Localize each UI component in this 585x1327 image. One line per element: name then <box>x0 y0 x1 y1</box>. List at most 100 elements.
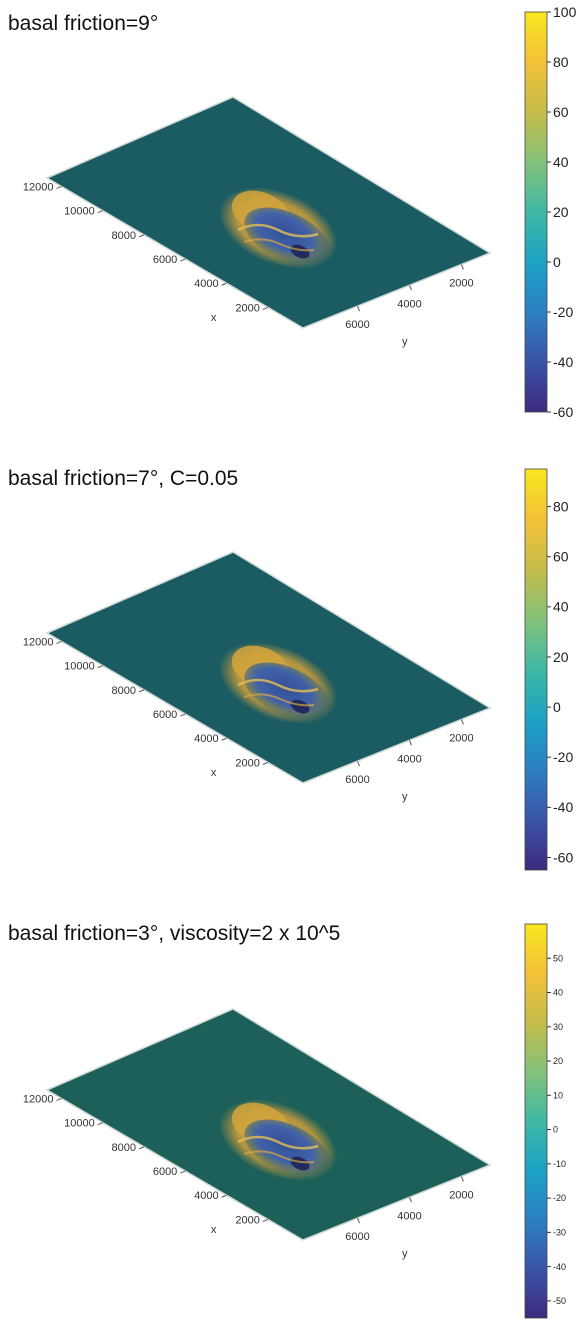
anomaly-streak <box>243 238 315 252</box>
y-tick-label: 2000 <box>449 1189 473 1201</box>
y-tick-label: 6000 <box>345 774 369 786</box>
colorbar-tick-label: 80 <box>553 54 569 70</box>
x-tick-mark <box>262 761 269 765</box>
colorbar-tick-label: 20 <box>553 1056 563 1066</box>
chart-title: basal friction=3°, viscosity=2 x 10^5 <box>8 922 341 945</box>
anomaly-streak <box>237 678 319 693</box>
x-tick-mark <box>180 1170 186 1174</box>
x-tick-label: 6000 <box>153 709 177 721</box>
chart-plot-area: 12000 10000 8000 6000 4000 2000 x 2000 4000 6000 y… <box>23 4 577 420</box>
x-axis-label: x <box>211 1224 217 1236</box>
x-tick-label: 10000 <box>64 661 95 673</box>
colorbar-tick-label: 0 <box>553 1125 558 1135</box>
y-axis-label: y <box>402 791 408 803</box>
y-tick-mark <box>460 1176 464 1182</box>
x-tick-label: 12000 <box>23 181 54 193</box>
colorbar-tick-label: -60 <box>553 849 573 865</box>
x-tick-label: 8000 <box>112 230 136 242</box>
y-tick-mark <box>357 760 361 767</box>
x-tick-label: 6000 <box>153 1166 177 1178</box>
y-tick-mark <box>460 264 464 270</box>
colorbar-tick-label: -20 <box>553 304 573 320</box>
colorbar-tick-label: -40 <box>553 1262 566 1272</box>
y-tick-label: 4000 <box>397 753 421 765</box>
chart-title: basal friction=9° <box>8 12 159 35</box>
x-tick-label: 4000 <box>194 1190 218 1202</box>
x-axis-label: x <box>211 767 217 779</box>
colorbar-tick-label: 30 <box>553 1022 563 1032</box>
x-tick-mark <box>97 210 103 214</box>
colorbar-tick-label: -40 <box>553 799 573 815</box>
anomaly-streak <box>237 1135 319 1150</box>
colorbar <box>524 468 548 871</box>
x-tick-mark <box>180 713 186 717</box>
x-tick-mark <box>97 665 103 669</box>
colorbar-tick-label: 10 <box>553 1090 563 1100</box>
chart-panel-2: basal friction=7°, C=0.05 12000 10000 8000… <box>0 455 585 895</box>
colorbar-tick-label: -40 <box>553 354 573 370</box>
x-tick-label: 4000 <box>194 733 218 745</box>
y-tick-label: 4000 <box>397 1210 421 1222</box>
colorbar-tick-label: -20 <box>553 1193 566 1203</box>
x-tick-label: 2000 <box>235 757 259 769</box>
anomaly-streak <box>237 223 319 238</box>
x-tick-label: 12000 <box>23 1093 54 1105</box>
colorbar-tick-label: -20 <box>553 749 573 765</box>
chart-plot-area: 12000 10000 8000 6000 4000 2000 x 2000 4000 6000 y… <box>23 923 566 1319</box>
colorbar-tick-label: 60 <box>553 104 569 120</box>
colorbar-tick-label: 0 <box>553 699 561 715</box>
x-tick-label: 10000 <box>64 1118 95 1130</box>
y-tick-label: 2000 <box>449 732 473 744</box>
y-tick-mark <box>409 740 412 746</box>
x-tick-mark <box>56 186 62 189</box>
anomaly-blob <box>218 187 338 269</box>
x-tick-mark <box>138 234 145 238</box>
x-axis-label: x <box>211 312 217 324</box>
anomaly-blob <box>218 1099 338 1181</box>
anomaly-streak <box>243 693 315 707</box>
x-tick-mark <box>262 1218 269 1222</box>
x-tick-label: 12000 <box>23 636 54 648</box>
y-axis-label: y <box>402 1248 408 1260</box>
y-tick-mark <box>357 305 361 312</box>
chart-plot-area: 12000 10000 8000 6000 4000 2000 x 2000 4000 6000 y… <box>23 468 573 871</box>
colorbar-tick-label: 20 <box>553 649 569 665</box>
x-tick-label: 10000 <box>64 206 95 218</box>
colorbar <box>524 923 548 1319</box>
x-tick-label: 2000 <box>235 302 259 314</box>
x-tick-mark <box>138 1146 145 1150</box>
x-tick-mark <box>262 306 269 310</box>
x-tick-mark <box>221 282 227 286</box>
y-tick-mark <box>409 285 412 291</box>
y-axis-label: y <box>402 336 408 348</box>
anomaly-streak <box>243 1150 315 1164</box>
colorbar-tick-label: 0 <box>553 254 561 270</box>
colorbar-tick-label: 40 <box>553 599 569 615</box>
colorbar-tick-label: -50 <box>553 1296 566 1306</box>
colorbar-tick-label: 40 <box>553 154 569 170</box>
colorbar-tick-label: 50 <box>553 953 563 963</box>
y-tick-mark <box>409 1197 412 1203</box>
x-tick-mark <box>138 689 145 693</box>
y-tick-label: 6000 <box>345 319 369 331</box>
x-tick-label: 2000 <box>235 1214 259 1226</box>
colorbar-tick-label: 20 <box>553 204 569 220</box>
colorbar <box>524 11 548 413</box>
anomaly-blob <box>218 642 338 724</box>
y-tick-label: 6000 <box>345 1231 369 1243</box>
colorbar-tick-label: 100 <box>553 4 577 20</box>
x-tick-mark <box>221 737 227 741</box>
x-tick-label: 8000 <box>112 1142 136 1154</box>
colorbar-tick-label: -30 <box>553 1227 566 1237</box>
x-tick-label: 6000 <box>153 254 177 266</box>
x-tick-label: 8000 <box>112 685 136 697</box>
chart-panel-1: basal friction=9° 12000 10000 8000 6000 4000… <box>0 0 585 440</box>
x-tick-mark <box>97 1122 103 1126</box>
y-tick-label: 4000 <box>397 298 421 310</box>
y-tick-mark <box>357 1217 361 1224</box>
chart-panel-3: basal friction=3°, viscosity=2 x 10^5 12… <box>0 912 585 1327</box>
x-tick-mark <box>56 1098 62 1101</box>
colorbar-tick-label: 80 <box>553 498 569 514</box>
colorbar-tick-label: 40 <box>553 988 563 998</box>
x-tick-mark <box>180 258 186 262</box>
